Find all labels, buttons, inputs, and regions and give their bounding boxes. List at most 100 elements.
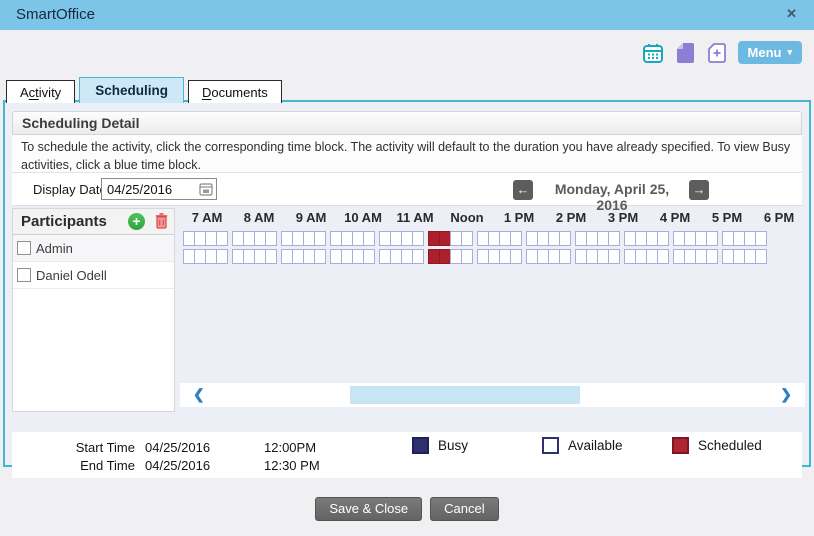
hour-group <box>575 249 620 264</box>
display-date-field <box>101 178 217 200</box>
legend-label: Available <box>568 438 623 453</box>
time-slot-available[interactable] <box>608 231 620 246</box>
hour-group <box>624 231 669 246</box>
participant-checkbox[interactable] <box>17 268 31 282</box>
tab-scheduling[interactable]: Scheduling <box>79 77 184 103</box>
start-time-label: Start Time <box>75 440 135 455</box>
legend-swatch-available <box>542 437 559 454</box>
add-document-icon[interactable] <box>706 41 729 64</box>
hour-group <box>526 249 571 264</box>
time-slot-available[interactable] <box>755 249 767 264</box>
hour-group <box>428 231 473 246</box>
hour-label: 7 AM <box>191 210 223 225</box>
hour-group <box>477 231 522 246</box>
time-slot-available[interactable] <box>265 249 277 264</box>
legend-item: Scheduled <box>672 437 802 454</box>
time-slot-available[interactable] <box>461 249 473 264</box>
hour-group <box>575 231 620 246</box>
cancel-button[interactable]: Cancel <box>430 497 499 521</box>
hour-group <box>673 249 718 264</box>
participants-list: Admin Daniel Odell <box>13 235 174 289</box>
time-slot-available[interactable] <box>657 231 669 246</box>
scheduling-panel: Scheduling Detail To schedule the activi… <box>3 100 811 478</box>
date-picker-icon[interactable] <box>199 182 213 196</box>
chevron-down-icon: ▾ <box>787 47 792 57</box>
tabs: Activity Scheduling Documents <box>6 77 282 103</box>
time-slot-available[interactable] <box>265 231 277 246</box>
time-slot-available[interactable] <box>412 231 424 246</box>
legend-label: Busy <box>438 438 469 453</box>
new-document-icon[interactable] <box>674 41 697 64</box>
tab-documents[interactable]: Documents <box>187 80 282 103</box>
hour-group <box>281 231 326 246</box>
participant-name: Daniel Odell <box>36 267 107 283</box>
hour-label: 2 PM <box>555 210 587 225</box>
time-summary-row: Start Time 04/25/2016 12:00PM End Time 0… <box>12 432 802 478</box>
current-date-label: Monday, April 25, 2016 <box>554 181 670 213</box>
legend-label: Scheduled <box>698 438 762 453</box>
section-title: Scheduling Detail <box>12 111 802 135</box>
participants-header: Participants + <box>13 209 174 235</box>
add-participant-icon[interactable]: + <box>128 213 145 230</box>
scroll-right-icon[interactable]: ❯ <box>780 386 792 402</box>
hour-label: 9 AM <box>295 210 327 225</box>
hour-label: 1 PM <box>503 210 535 225</box>
titlebar: SmartOffice ✕ <box>0 0 814 30</box>
time-slot-available[interactable] <box>314 231 326 246</box>
hour-label: 10 AM <box>344 210 382 225</box>
scrollbar-thumb[interactable] <box>350 386 580 404</box>
hour-group <box>232 231 277 246</box>
time-slot-available[interactable] <box>706 231 718 246</box>
time-slot-available[interactable] <box>706 249 718 264</box>
hour-group <box>526 231 571 246</box>
hour-label: 6 PM <box>763 210 795 225</box>
participant-name: Admin <box>36 240 73 256</box>
time-slot-available[interactable] <box>608 249 620 264</box>
grid-row-0 <box>183 231 767 246</box>
tab-activity[interactable]: Activity <box>6 80 76 103</box>
display-date-label: Display Date <box>33 182 107 197</box>
delete-participant-icon[interactable] <box>155 213 168 229</box>
time-slot-available[interactable] <box>461 231 473 246</box>
close-icon[interactable]: ✕ <box>786 6 797 21</box>
time-slot-available[interactable] <box>657 249 669 264</box>
scroll-left-icon[interactable]: ❮ <box>193 386 205 402</box>
legend: Busy Available Scheduled <box>412 437 802 454</box>
time-slot-available[interactable] <box>510 249 522 264</box>
participants-title: Participants <box>21 213 107 230</box>
time-slot-available[interactable] <box>216 249 228 264</box>
save-close-button[interactable]: Save & Close <box>315 497 423 521</box>
hour-group <box>330 249 375 264</box>
calendar-icon[interactable] <box>642 41 665 64</box>
next-day-button[interactable]: → <box>689 180 709 200</box>
hour-group <box>183 231 228 246</box>
hour-group <box>477 249 522 264</box>
hour-label: 3 PM <box>607 210 639 225</box>
participant-checkbox[interactable] <box>17 241 31 255</box>
time-slot-available[interactable] <box>363 231 375 246</box>
grid-scrollbar[interactable]: ❮ ❯ <box>180 383 805 407</box>
legend-item: Available <box>542 437 672 454</box>
time-slot-available[interactable] <box>216 231 228 246</box>
hour-group <box>428 249 473 264</box>
menu-button-label: Menu <box>747 45 782 60</box>
time-slot-available[interactable] <box>510 231 522 246</box>
time-slot-available[interactable] <box>412 249 424 264</box>
hour-label: 5 PM <box>711 210 743 225</box>
hour-group <box>722 231 767 246</box>
time-slot-available[interactable] <box>755 231 767 246</box>
legend-swatch-scheduled <box>672 437 689 454</box>
time-slot-available[interactable] <box>559 249 571 264</box>
time-slot-available[interactable] <box>559 231 571 246</box>
time-slot-available[interactable] <box>363 249 375 264</box>
display-date-input[interactable] <box>102 179 198 199</box>
previous-day-button[interactable]: ← <box>513 180 533 200</box>
hour-label: 11 AM <box>396 210 434 225</box>
time-slot-available[interactable] <box>314 249 326 264</box>
instructions-text: To schedule the activity, click the corr… <box>12 135 802 173</box>
hour-group <box>624 249 669 264</box>
menu-button[interactable]: Menu ▾ <box>737 41 802 64</box>
participant-row[interactable]: Admin <box>13 235 174 262</box>
participant-row[interactable]: Daniel Odell <box>13 262 174 289</box>
toolbar: Menu ▾ <box>642 41 802 64</box>
